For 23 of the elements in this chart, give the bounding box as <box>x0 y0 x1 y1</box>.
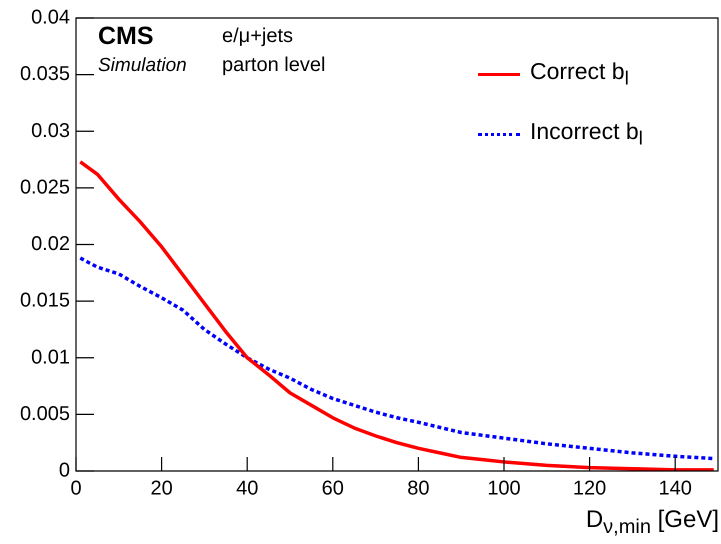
annotation: e/μ+jets <box>222 25 294 48</box>
y-tick-label: 0.015 <box>20 290 70 312</box>
y-tick-label: 0.025 <box>20 176 70 198</box>
x-tick-label: 20 <box>150 478 173 500</box>
y-tick-label: 0 <box>58 460 70 482</box>
x-tick-label: 60 <box>322 478 344 500</box>
y-tick-label: 0.03 <box>31 120 70 142</box>
x-tick-label: 140 <box>658 478 692 500</box>
x-axis-title: D$_{ν,min}$ [GeV] <box>586 506 719 539</box>
x-tick-label: 40 <box>236 478 258 500</box>
x-tick-label: 80 <box>407 478 430 500</box>
legend-label: Incorrect b$_{l}$ <box>530 118 643 151</box>
legend-label: Correct b$_{l}$ <box>530 58 629 91</box>
y-tick-label: 0.01 <box>31 346 70 368</box>
x-tick-label: 100 <box>487 478 521 500</box>
y-tick-label: 0.04 <box>31 6 70 29</box>
y-tick-label: 0.035 <box>20 63 70 86</box>
annotation: parton level <box>222 54 326 77</box>
x-tick-label: 120 <box>572 478 606 500</box>
annotation: Simulation <box>98 55 187 77</box>
y-tick-label: 0.005 <box>20 402 70 425</box>
annotation: CMS <box>98 22 154 51</box>
y-tick-label: 0.02 <box>31 233 70 256</box>
